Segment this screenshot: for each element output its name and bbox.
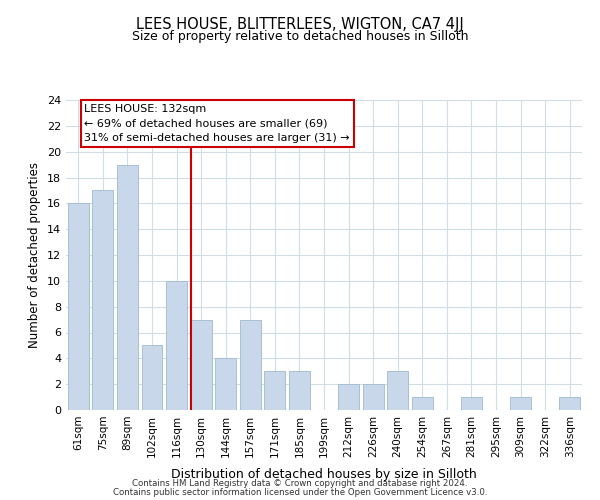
Bar bbox=[92, 190, 113, 410]
Bar bbox=[240, 320, 261, 410]
Bar bbox=[166, 281, 187, 410]
Bar bbox=[362, 384, 383, 410]
Bar bbox=[142, 346, 163, 410]
Bar bbox=[68, 204, 89, 410]
Bar bbox=[510, 397, 531, 410]
Bar bbox=[215, 358, 236, 410]
Text: Contains public sector information licensed under the Open Government Licence v3: Contains public sector information licen… bbox=[113, 488, 487, 497]
Bar bbox=[559, 397, 580, 410]
Bar bbox=[338, 384, 359, 410]
Y-axis label: Number of detached properties: Number of detached properties bbox=[28, 162, 41, 348]
Bar bbox=[387, 371, 408, 410]
X-axis label: Distribution of detached houses by size in Silloth: Distribution of detached houses by size … bbox=[171, 468, 477, 481]
Bar bbox=[265, 371, 286, 410]
Bar bbox=[412, 397, 433, 410]
Bar bbox=[117, 164, 138, 410]
Bar bbox=[461, 397, 482, 410]
Text: Contains HM Land Registry data © Crown copyright and database right 2024.: Contains HM Land Registry data © Crown c… bbox=[132, 479, 468, 488]
Bar bbox=[289, 371, 310, 410]
Text: Size of property relative to detached houses in Silloth: Size of property relative to detached ho… bbox=[132, 30, 468, 43]
Bar bbox=[191, 320, 212, 410]
Text: LEES HOUSE: 132sqm
← 69% of detached houses are smaller (69)
31% of semi-detache: LEES HOUSE: 132sqm ← 69% of detached hou… bbox=[85, 104, 350, 142]
Text: LEES HOUSE, BLITTERLEES, WIGTON, CA7 4JJ: LEES HOUSE, BLITTERLEES, WIGTON, CA7 4JJ bbox=[136, 18, 464, 32]
